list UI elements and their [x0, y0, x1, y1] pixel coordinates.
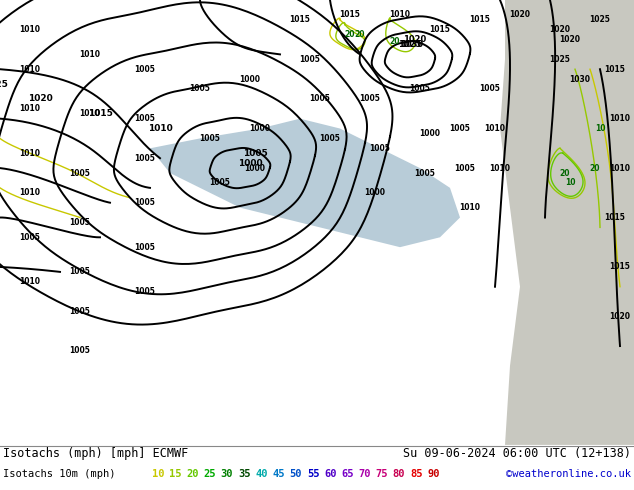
Text: 1015: 1015	[430, 25, 450, 34]
Text: 1005: 1005	[134, 154, 155, 163]
Text: 1010: 1010	[484, 124, 505, 133]
Text: 1005: 1005	[134, 198, 155, 207]
Text: 1005: 1005	[455, 164, 476, 172]
Text: 1020: 1020	[609, 312, 630, 321]
Text: 1010: 1010	[20, 25, 41, 34]
Text: 10: 10	[565, 178, 575, 187]
Polygon shape	[150, 119, 460, 247]
Text: 1005: 1005	[134, 65, 155, 74]
Text: 80: 80	[393, 469, 405, 479]
Text: 1025: 1025	[398, 40, 422, 49]
Text: 1005: 1005	[320, 134, 340, 143]
Text: 20: 20	[186, 469, 199, 479]
Text: 10: 10	[595, 124, 605, 133]
Text: 1005: 1005	[243, 149, 268, 158]
Text: 1005: 1005	[20, 233, 41, 242]
Text: 1015: 1015	[290, 15, 311, 24]
Text: Su 09-06-2024 06:00 UTC (12+138): Su 09-06-2024 06:00 UTC (12+138)	[403, 447, 631, 461]
Text: 1005: 1005	[410, 84, 430, 94]
Text: 1005: 1005	[70, 307, 91, 316]
Text: 1005: 1005	[210, 178, 230, 187]
Text: 1010: 1010	[609, 114, 630, 123]
Text: 1000: 1000	[240, 74, 261, 84]
Text: 1010: 1010	[20, 104, 41, 113]
Text: 20: 20	[345, 30, 355, 39]
Text: 1010: 1010	[79, 109, 101, 118]
Text: 1010: 1010	[20, 188, 41, 197]
Text: 1010: 1010	[148, 124, 172, 133]
Text: 1025: 1025	[590, 15, 611, 24]
Text: 1010: 1010	[460, 203, 481, 212]
Text: 1020: 1020	[559, 35, 581, 44]
Text: 1015: 1015	[340, 10, 361, 19]
Text: 1020: 1020	[28, 95, 53, 103]
Text: 10: 10	[152, 469, 164, 479]
Text: 1005: 1005	[309, 95, 330, 103]
Text: 20: 20	[355, 30, 365, 39]
Text: 35: 35	[238, 469, 250, 479]
Text: 1000: 1000	[245, 164, 266, 172]
Text: 1025: 1025	[0, 79, 8, 89]
Text: 1000: 1000	[250, 124, 271, 133]
Text: 75: 75	[375, 469, 388, 479]
Text: 55: 55	[307, 469, 320, 479]
Text: 85: 85	[410, 469, 422, 479]
Text: 1030: 1030	[401, 40, 424, 49]
Text: 1005: 1005	[359, 95, 380, 103]
Text: ©weatheronline.co.uk: ©weatheronline.co.uk	[506, 469, 631, 479]
Text: 30: 30	[221, 469, 233, 479]
Text: 1030: 1030	[569, 74, 590, 84]
Text: 1005: 1005	[200, 134, 221, 143]
Text: 1010: 1010	[489, 164, 510, 172]
Text: 1000: 1000	[238, 159, 262, 168]
Text: 1025: 1025	[550, 55, 571, 64]
Text: 20: 20	[560, 169, 570, 177]
Text: 1005: 1005	[415, 169, 436, 177]
Text: 90: 90	[427, 469, 440, 479]
Text: 1005: 1005	[70, 268, 91, 276]
Text: 1020: 1020	[403, 35, 427, 44]
Text: 1010: 1010	[20, 65, 41, 74]
Text: 50: 50	[290, 469, 302, 479]
Text: 1005: 1005	[134, 287, 155, 296]
Text: 40: 40	[256, 469, 268, 479]
Text: 1000: 1000	[420, 129, 441, 138]
Text: 1000: 1000	[365, 188, 385, 197]
Text: Isotachs 10m (mph): Isotachs 10m (mph)	[3, 469, 115, 479]
Text: 1005: 1005	[299, 55, 320, 64]
Text: Isotachs (mph) [mph] ECMWF: Isotachs (mph) [mph] ECMWF	[3, 447, 188, 461]
Polygon shape	[500, 0, 634, 445]
Text: 20: 20	[390, 37, 400, 46]
Text: 1010: 1010	[609, 164, 630, 172]
Text: 1005: 1005	[134, 114, 155, 123]
Text: 1015: 1015	[87, 109, 112, 118]
Text: 70: 70	[358, 469, 371, 479]
Text: 1010: 1010	[79, 50, 101, 59]
Text: 45: 45	[273, 469, 285, 479]
Text: 65: 65	[341, 469, 354, 479]
Text: 1005: 1005	[190, 84, 210, 94]
Text: 1005: 1005	[70, 218, 91, 227]
Text: 60: 60	[324, 469, 337, 479]
Text: 1010: 1010	[389, 10, 410, 19]
Text: 1015: 1015	[609, 263, 630, 271]
Text: 1015: 1015	[605, 65, 625, 74]
Text: 1005: 1005	[450, 124, 470, 133]
Text: 1005: 1005	[134, 243, 155, 252]
Text: 1005: 1005	[70, 169, 91, 177]
Text: 1015: 1015	[470, 15, 491, 24]
Text: 1010: 1010	[20, 277, 41, 286]
Text: 1005: 1005	[479, 84, 500, 94]
Text: 1015: 1015	[605, 213, 625, 222]
Text: 1005: 1005	[70, 346, 91, 355]
Text: 1010: 1010	[20, 149, 41, 158]
Text: 25: 25	[204, 469, 216, 479]
Text: 1005: 1005	[370, 144, 391, 153]
Text: 15: 15	[169, 469, 182, 479]
Text: 1020: 1020	[510, 10, 531, 19]
Text: 1020: 1020	[550, 25, 571, 34]
Text: 20: 20	[590, 164, 600, 172]
